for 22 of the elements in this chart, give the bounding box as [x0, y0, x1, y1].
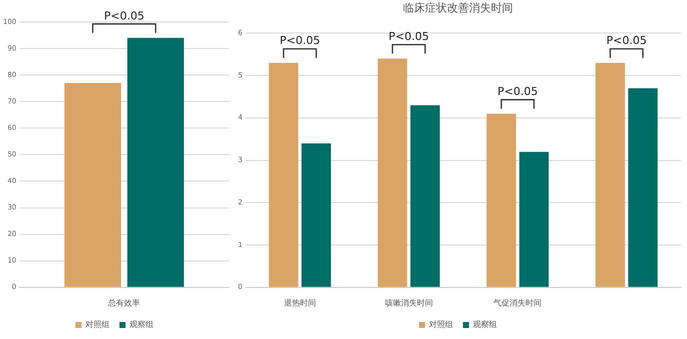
bar [410, 105, 440, 287]
bar [628, 88, 658, 287]
x-tick-label: 气促消失时间 [494, 298, 542, 308]
annotation: P<0.05 [498, 85, 538, 98]
bar [486, 114, 516, 287]
annotation: P<0.05 [104, 9, 144, 22]
bar [302, 143, 331, 287]
bar [268, 62, 298, 287]
annotation: P<0.05 [388, 30, 429, 43]
legend-label: 观察组 [473, 320, 497, 330]
x-tick-label: 总有效率 [107, 298, 140, 308]
bar [596, 62, 625, 287]
annotation: P<0.05 [606, 34, 647, 48]
bar [519, 152, 549, 287]
legend-label: 对照组 [429, 320, 453, 330]
chart-title: 临床症状改善消失时间 [403, 1, 513, 14]
x-tick-label: 退热时间 [284, 298, 316, 308]
annotation: P<0.05 [280, 34, 320, 48]
bar [378, 58, 408, 287]
legend-label: 观察组 [130, 320, 154, 330]
legend-label: 对照组 [86, 320, 110, 330]
x-tick-label: 咳嗽消失时间 [384, 298, 433, 308]
